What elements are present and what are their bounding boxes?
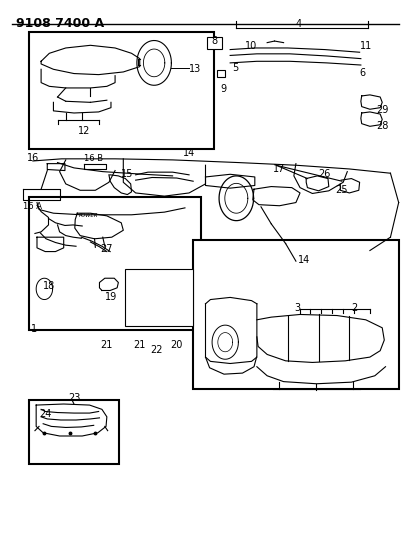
Text: 28: 28 [376,122,388,131]
Text: 9: 9 [220,84,226,94]
Text: 5: 5 [232,63,238,72]
Text: 14: 14 [298,255,310,264]
Text: 12: 12 [78,126,90,135]
Text: 16 A: 16 A [23,202,42,211]
Text: 18: 18 [43,281,55,291]
Text: 4: 4 [296,19,302,29]
Text: 1: 1 [31,324,37,334]
Bar [193,240,399,389]
Text: 11: 11 [360,42,372,51]
Text: 6: 6 [360,68,366,78]
Bar [217,70,225,77]
Text: 8: 8 [212,36,218,46]
Bar [29,197,201,330]
Text: POWER: POWER [79,213,98,217]
Bar [29,400,119,464]
Text: 13: 13 [189,64,201,74]
Text: 20: 20 [171,340,183,350]
Text: 10: 10 [245,42,257,51]
Text: 19: 19 [105,292,117,302]
Bar [29,32,214,149]
Text: 16 B: 16 B [84,154,104,163]
Text: 21: 21 [134,340,146,350]
Text: 25: 25 [335,185,347,195]
Text: 26: 26 [319,169,331,179]
Text: 23: 23 [68,393,80,403]
Text: 29: 29 [376,106,388,115]
Text: 2: 2 [351,303,358,312]
Text: 9108 7400 A: 9108 7400 A [16,17,104,30]
Text: 16: 16 [27,154,39,163]
Bar [207,37,222,49]
Text: 17: 17 [273,164,286,174]
Text: 21: 21 [101,340,113,350]
Text: 3: 3 [294,303,300,312]
Text: 15: 15 [121,169,134,179]
Text: 24: 24 [39,409,51,419]
Text: 27: 27 [101,244,113,254]
Bar [125,269,193,326]
Text: 14: 14 [183,148,195,158]
Text: 22: 22 [150,345,162,355]
